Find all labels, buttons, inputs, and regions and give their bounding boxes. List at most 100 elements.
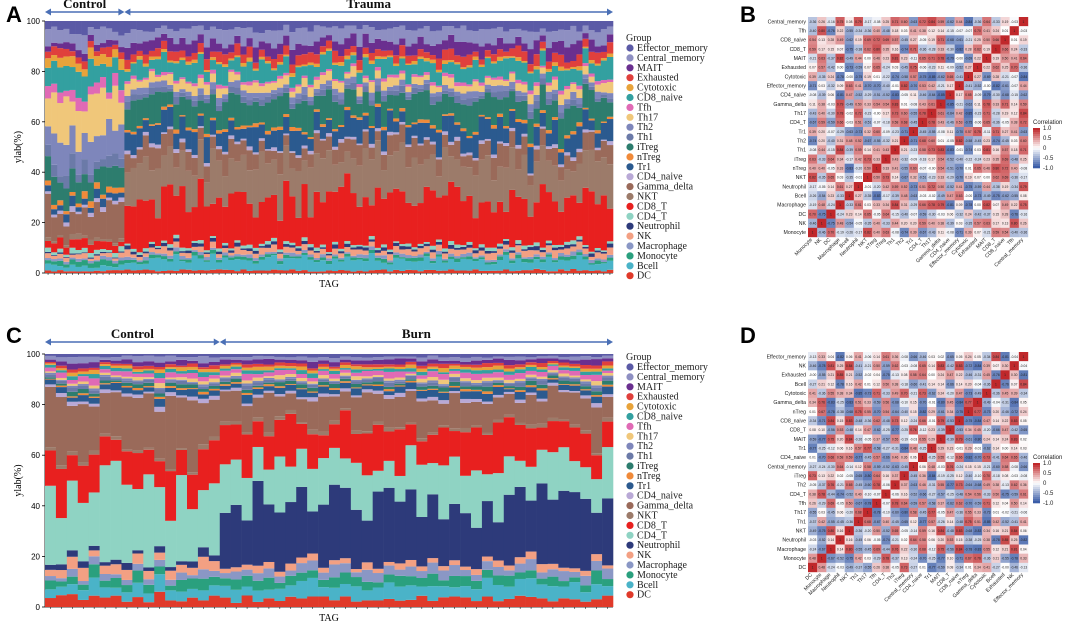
legend-swatch-nkt [626,511,634,520]
heatmap-cell-value: 0.27 [846,185,853,189]
legend-label-mait: MAIT [637,382,663,393]
bar-segment-nk [167,250,174,256]
bar-segment-cd4_naive [45,384,57,387]
heatmap-cell [817,163,827,174]
bar-segment-nk [344,247,351,253]
bar-segment-itreg [521,100,528,120]
heatmap-cell-value: 0.53 [956,121,963,125]
bar-segment-th1 [591,387,603,392]
bar-segment-cd4_t [118,246,125,252]
bar-segment-bcell [558,586,570,599]
heatmap-cell [872,53,882,64]
bar-segment-nk [374,252,382,256]
bar-segment-nk [216,254,223,258]
bar-segment-cd8_naive [69,67,76,90]
bar-segment-nkt [594,161,602,205]
heatmap-cell [872,172,882,183]
heatmap-cell-value: 0.78 [919,111,926,115]
bar-segment-nkt [66,451,79,456]
bar-segment-nk [503,565,515,571]
bar-segment-cytotoxic [187,366,199,370]
bar-segment-th2 [533,94,541,101]
bar-segment-tfh [521,81,528,85]
heatmap-cell [881,200,891,210]
bar-segment-neutrophil [481,501,494,557]
bar-segment-cd4_t [460,245,467,247]
panel-letter-d: D [740,323,756,348]
heatmap-cell [881,99,891,109]
heatmap-cell-value: 0.59 [855,148,862,152]
heatmap-cell-value: -0.08 [873,20,881,24]
bar-segment-cd4_t [167,244,174,248]
bar-segment-monocyte [558,256,565,260]
bar-segment-cd8_t [283,180,290,242]
bar-segment-neutrophil [57,252,64,254]
bar-segment-central_memory [527,31,534,50]
heatmap-cell-value: 0.72 [1002,166,1009,170]
heatmap-cell [973,145,983,155]
bar-segment-ntreg [142,118,150,121]
heatmap-cell-value: -0.48 [1010,157,1018,161]
bar-segment-central_memory [179,28,186,38]
bar-segment-cd8_naive [219,368,231,371]
heatmap-cell [890,200,900,210]
bar-segment-cd8_naive [252,70,260,81]
heatmap-cell-value: 0.68 [901,121,908,125]
heatmap-cell-value: -0.29 [864,93,872,97]
heatmap-cell [927,81,937,91]
heatmap-cell [963,209,974,219]
bar-segment-bcell [106,266,113,271]
bar-segment-effector_memory [318,354,330,358]
bar-segment-cd8_naive [332,64,339,80]
heatmap-cell-value: 0.25 [1002,66,1009,70]
bar-segment-cd4_naive [173,149,180,153]
bar-segment-cd4_t [143,474,155,568]
bar-segment-gamma_delta [285,393,297,410]
bar-segment-cytotoxic [148,56,156,60]
bar-segment-cd4_t [472,248,479,251]
heatmap-cell [835,145,845,155]
bar-segment-neutrophil [350,247,357,250]
heatmap-cell-value: 0.52 [855,139,862,143]
bar-segment-neutrophil [600,251,608,254]
bar-segment-itreg [167,91,174,105]
bar-segment-dc [208,595,221,607]
bar-segment-bcell [539,262,547,270]
bar-segment-ntreg [416,389,428,391]
heatmap-cell [835,163,845,174]
bar-segment-tfh [374,67,382,71]
bar-segment-dc [318,596,330,607]
bar-segment-th17 [93,93,101,137]
bar-segment-tfh [449,370,461,374]
bar-segment-dc [454,270,461,273]
heatmap-cell [826,53,836,64]
bar-segment-cytotoxic [399,56,406,59]
heatmap-cell [863,227,873,238]
bar-segment-gamma_delta [154,148,162,169]
bar-segment-effector_memory [263,354,275,357]
bar-segment-cd8_naive [460,69,467,83]
heatmap-cell [1009,227,1020,238]
bar-segment-nk [319,248,327,255]
heatmap-cell [982,44,992,54]
bar-segment-cd8_naive [558,367,570,371]
bar-segment-nkt [208,436,221,441]
heatmap-cell [936,136,946,146]
bar-segment-exhausted [368,52,376,61]
bar-segment-effector_memory [51,21,58,27]
heatmap-cell [826,35,836,45]
bar-segment-ntreg [57,200,64,206]
bar-segment-cd8_t [274,419,286,457]
bar-segment-tfh [580,375,592,380]
bar-segment-bcell [203,261,211,271]
bar-segment-th2 [69,125,76,154]
heatmap-cell-value: -0.62 [965,102,973,106]
heatmap-cell [963,99,974,109]
bar-segment-cd4_t [332,241,339,245]
bar-segment-ntreg [99,194,107,199]
bar-segment-tr1 [118,192,125,198]
bar-segment-tr1 [536,390,548,399]
bar-segment-ntreg [143,386,155,388]
bar-segment-bcell [484,264,492,271]
legend-label-cd4_t: CD4_T [637,211,667,222]
